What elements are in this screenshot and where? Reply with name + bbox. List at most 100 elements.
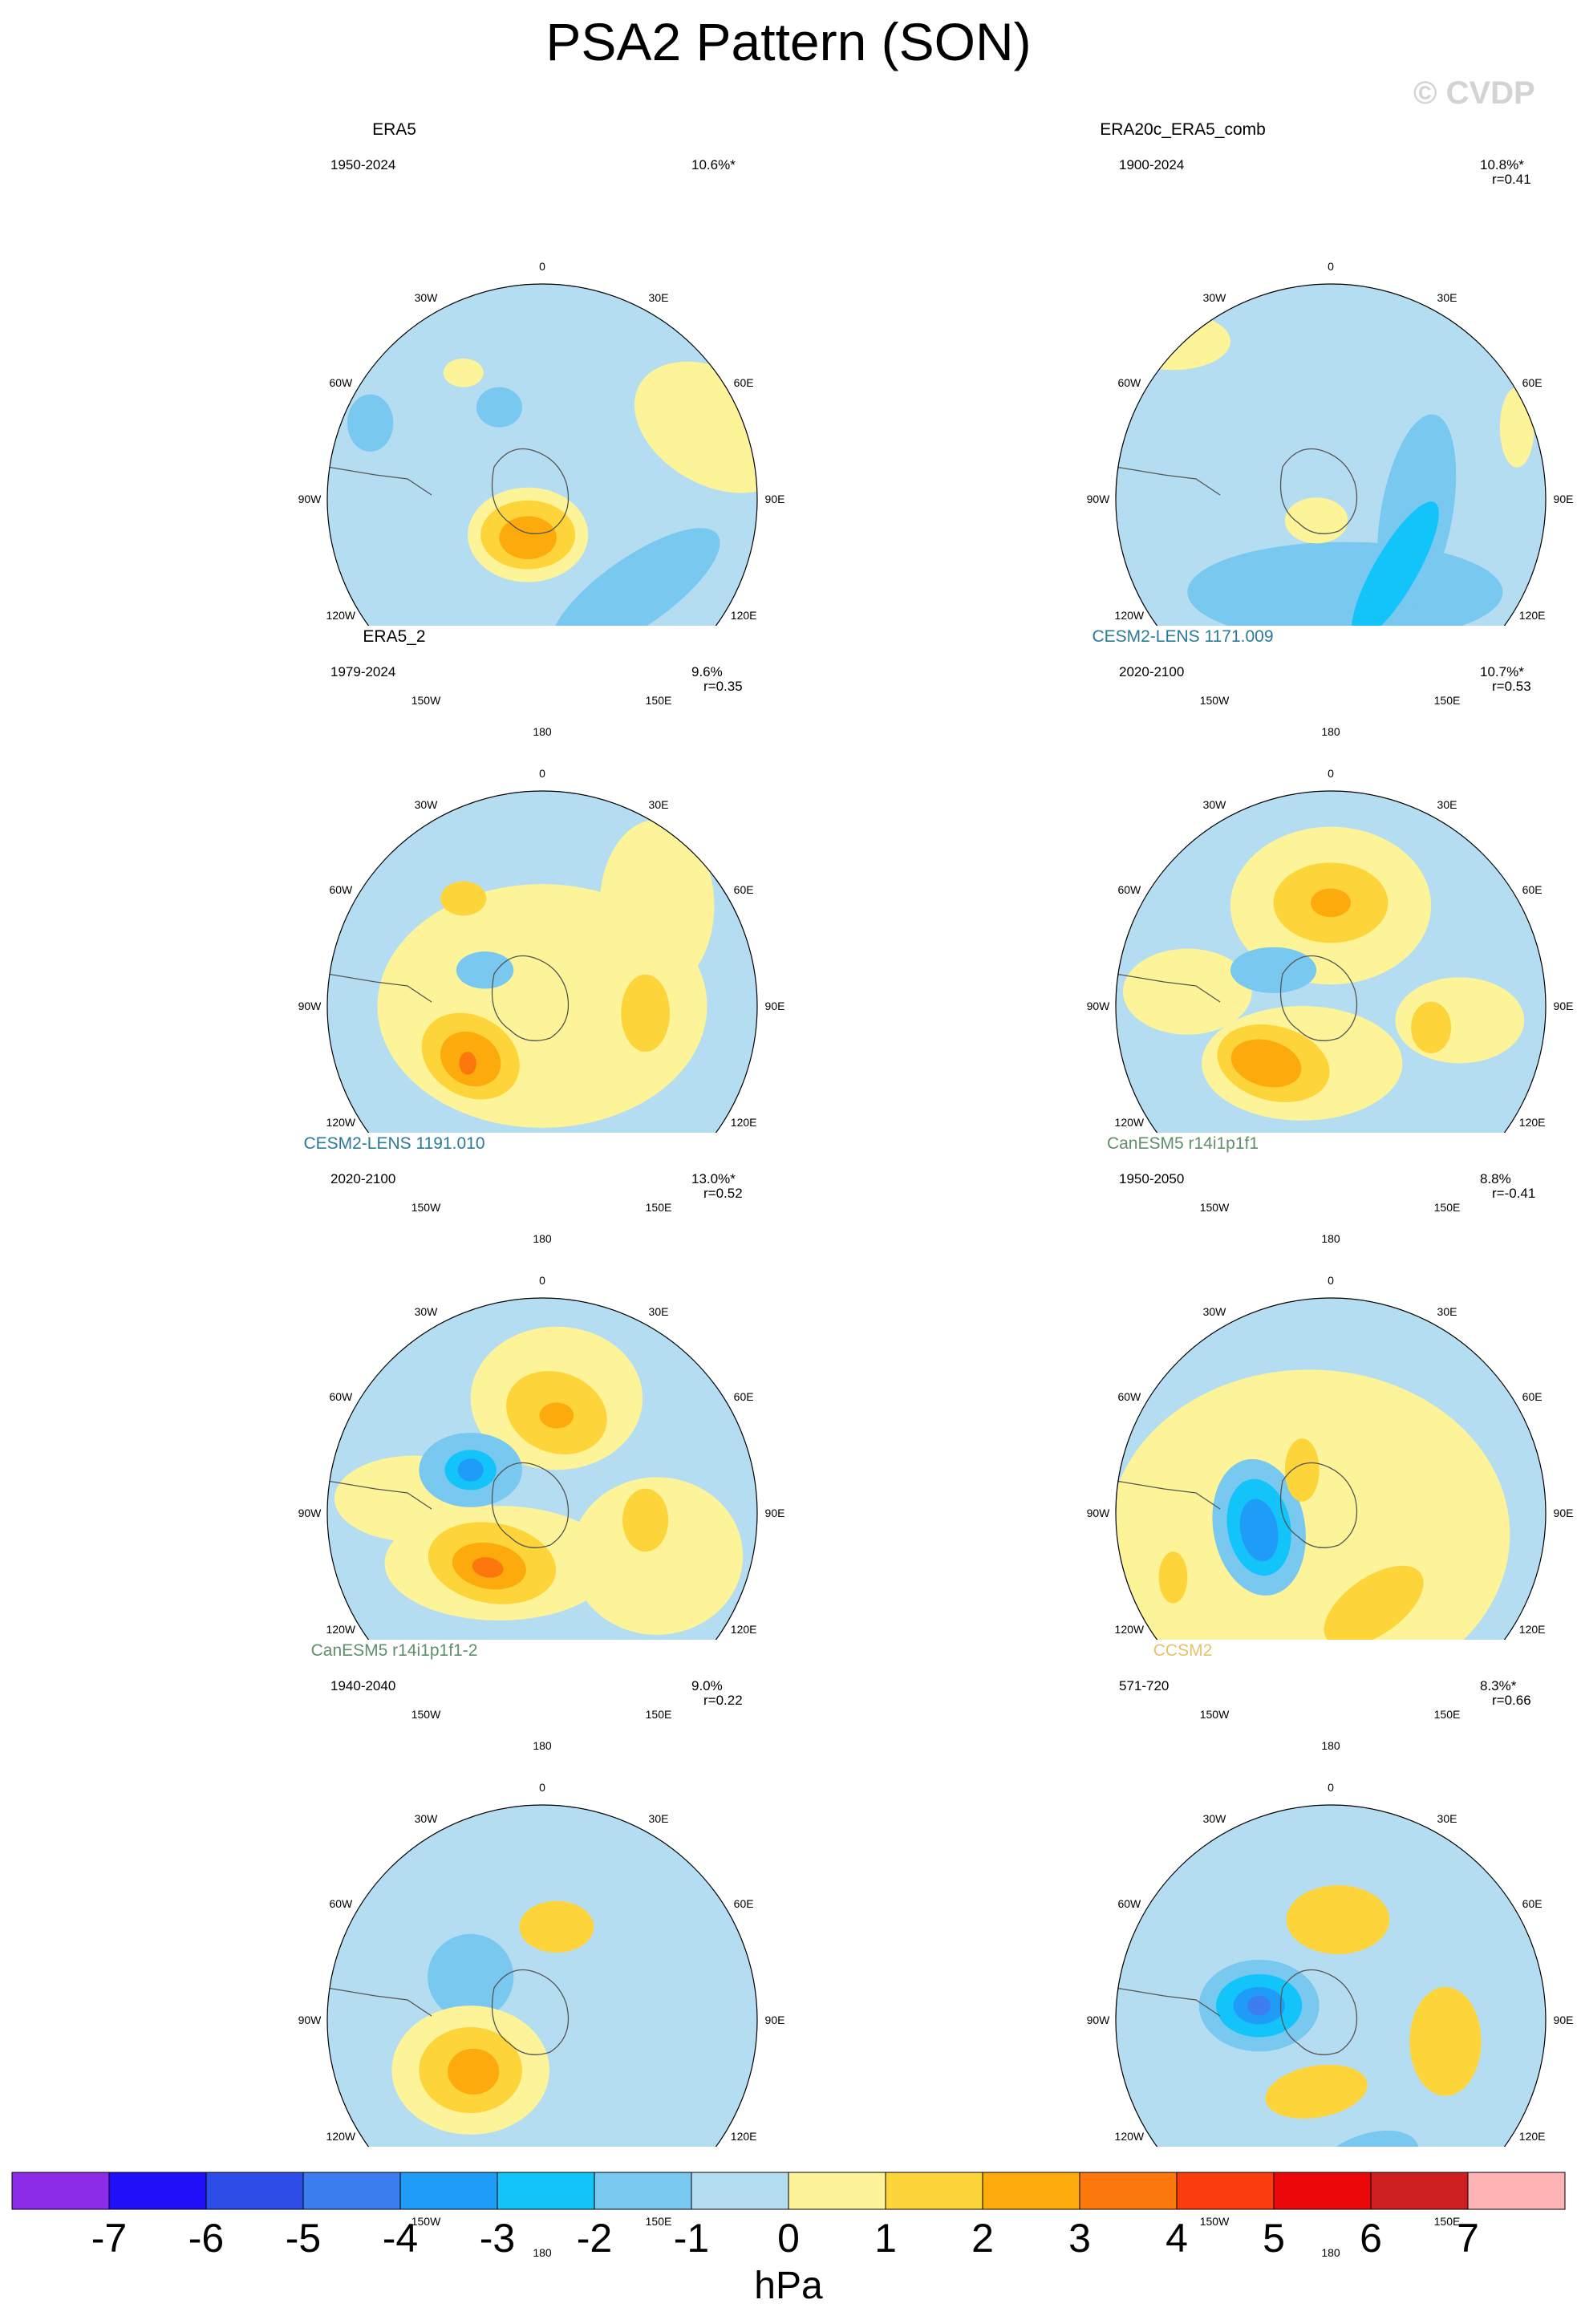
colorbar-swatch bbox=[885, 2172, 983, 2210]
longitude-label: 150W bbox=[1199, 2215, 1230, 2229]
longitude-label: 90W bbox=[298, 2014, 322, 2026]
longitude-label: 120W bbox=[1114, 609, 1145, 622]
panel-period: 1950-2024 bbox=[330, 157, 396, 172]
colorbar-tick-label: 7 bbox=[1457, 2216, 1479, 2261]
longitude-label: 60W bbox=[1117, 376, 1141, 389]
longitude-label: 180 bbox=[1321, 1232, 1340, 1245]
contour-fill bbox=[1230, 947, 1317, 993]
longitude-label: 90E bbox=[1553, 493, 1574, 505]
longitude-label: 120W bbox=[1114, 2130, 1145, 2143]
longitude-label: 60W bbox=[1117, 1390, 1141, 1403]
colorbar-tick-label: -4 bbox=[382, 2216, 419, 2261]
longitude-label: 60E bbox=[733, 883, 754, 896]
polar-map bbox=[326, 1804, 758, 2147]
longitude-label: 120E bbox=[730, 1116, 757, 1129]
south-america-coastline bbox=[1116, 973, 1221, 1003]
map-boundary bbox=[1115, 1804, 1547, 2147]
longitude-label: 180 bbox=[533, 725, 552, 738]
antarctica-coastline bbox=[491, 1969, 570, 2055]
panel-period: 2020-2100 bbox=[1119, 664, 1185, 679]
panel-variance-pct: 9.0% bbox=[691, 1678, 723, 1693]
colorbar-swatch bbox=[1370, 2172, 1469, 2210]
colorbar-tick-label: -6 bbox=[188, 2216, 225, 2261]
longitude-label: 60W bbox=[329, 1390, 353, 1403]
panel-pattern-correlation: r=0.35 bbox=[703, 679, 743, 694]
antarctica-coastline bbox=[491, 1462, 570, 1548]
longitude-label: 150E bbox=[645, 694, 672, 708]
page-title: PSA2 Pattern (SON) bbox=[545, 12, 1032, 71]
panel-variance-pct: 10.8%* bbox=[1480, 157, 1524, 172]
contour-fill bbox=[457, 1458, 484, 1482]
colorbar-tick-label: -1 bbox=[673, 2216, 710, 2261]
panel-period: 1940-2040 bbox=[330, 1678, 396, 1693]
contour-fill bbox=[456, 951, 514, 989]
panel-title: CanESM5 r14i1p1f1 bbox=[1106, 1134, 1259, 1153]
contour-fill bbox=[347, 394, 394, 452]
panel-pattern-correlation: r=0.53 bbox=[1492, 679, 1531, 694]
longitude-label: 60E bbox=[1522, 1390, 1543, 1403]
longitude-label: 150W bbox=[411, 1201, 441, 1215]
contour-fill bbox=[622, 1488, 669, 1552]
contour-fill bbox=[1158, 1551, 1188, 1604]
contour-fill bbox=[1239, 1499, 1279, 1562]
longitude-label: 180 bbox=[533, 1739, 552, 1752]
panel-title: CCSM2 bbox=[1153, 1641, 1213, 1660]
longitude-label: 90W bbox=[1086, 1507, 1110, 1519]
longitude-label: 150E bbox=[1433, 1708, 1461, 1722]
colorbar-swatch bbox=[691, 2172, 789, 2210]
longitude-label: 30E bbox=[648, 1811, 669, 1825]
panel-variance-pct: 9.6% bbox=[691, 664, 723, 679]
antarctica-coastline bbox=[491, 955, 570, 1041]
longitude-label: 30W bbox=[1202, 290, 1226, 304]
map-panel: CESM2-LENS 1191.010 2020-2100 13.0%* r=0.52… bbox=[0, 1134, 788, 1752]
longitude-label: 90E bbox=[764, 493, 785, 505]
polar-map bbox=[326, 790, 758, 1133]
longitude-label: 90W bbox=[298, 1507, 322, 1519]
contour-fill bbox=[459, 1052, 476, 1075]
map-panel: ERA5_2 1979-2024 9.6% r=0.35 0 30E 60E 90E 120E 1… bbox=[0, 627, 788, 1245]
longitude-label: 90E bbox=[1553, 1507, 1574, 1519]
colorbar bbox=[11, 2172, 1566, 2210]
colorbar-tick-label: -2 bbox=[576, 2216, 613, 2261]
panel-title: ERA5_2 bbox=[363, 627, 426, 646]
longitude-label: 0 bbox=[1328, 767, 1334, 780]
longitude-label: 150E bbox=[645, 1708, 672, 1722]
longitude-label: 120E bbox=[1518, 1623, 1546, 1636]
longitude-label: 60E bbox=[1522, 883, 1543, 896]
colorbar-swatch bbox=[1176, 2172, 1275, 2210]
longitude-label: 30W bbox=[414, 290, 438, 304]
longitude-label: 150W bbox=[411, 2215, 441, 2229]
longitude-label: 30W bbox=[1202, 1811, 1226, 1825]
map-panel: CanESM5 r14i1p1f1-2 1940-2040 9.0% r=0.22 0 3… bbox=[0, 1641, 788, 2259]
colorbar-swatch bbox=[11, 2172, 110, 2210]
panel-title: CESM2-LENS 1171.009 bbox=[1092, 627, 1274, 646]
map-boundary bbox=[326, 1804, 758, 2147]
longitude-label: 60W bbox=[329, 1897, 353, 1910]
longitude-label: 30W bbox=[414, 1811, 438, 1825]
map-boundary bbox=[326, 790, 758, 1133]
longitude-label: 60E bbox=[733, 1390, 754, 1403]
longitude-label: 60W bbox=[329, 376, 353, 389]
longitude-label: 0 bbox=[1328, 260, 1334, 273]
panel-title: ERA5 bbox=[372, 120, 416, 139]
antarctica-coastline bbox=[1279, 1462, 1358, 1548]
colorbar-swatch bbox=[594, 2172, 692, 2210]
longitude-label: 30E bbox=[648, 797, 669, 811]
contour-fill bbox=[1247, 1995, 1271, 2016]
contour-fill bbox=[476, 387, 522, 428]
longitude-label: 90W bbox=[298, 493, 322, 505]
longitude-label: 0 bbox=[539, 260, 545, 273]
contour-fill bbox=[1286, 1885, 1390, 1954]
longitude-label: 180 bbox=[1321, 2246, 1340, 2259]
antarctica-coastline bbox=[1279, 1969, 1358, 2055]
contour-fill bbox=[1284, 497, 1348, 544]
colorbar-tick-label: -7 bbox=[91, 2216, 128, 2261]
panel-period: 1979-2024 bbox=[330, 664, 396, 679]
panel-variance-pct: 8.8% bbox=[1480, 1171, 1511, 1186]
antarctica-coastline bbox=[491, 448, 570, 534]
panel-variance-pct: 10.6%* bbox=[691, 157, 736, 172]
colorbar-tick-label: 2 bbox=[971, 2216, 994, 2261]
longitude-label: 150W bbox=[1199, 694, 1230, 708]
south-america-coastline bbox=[327, 1987, 432, 2017]
contour-fill bbox=[1409, 1986, 1482, 2096]
